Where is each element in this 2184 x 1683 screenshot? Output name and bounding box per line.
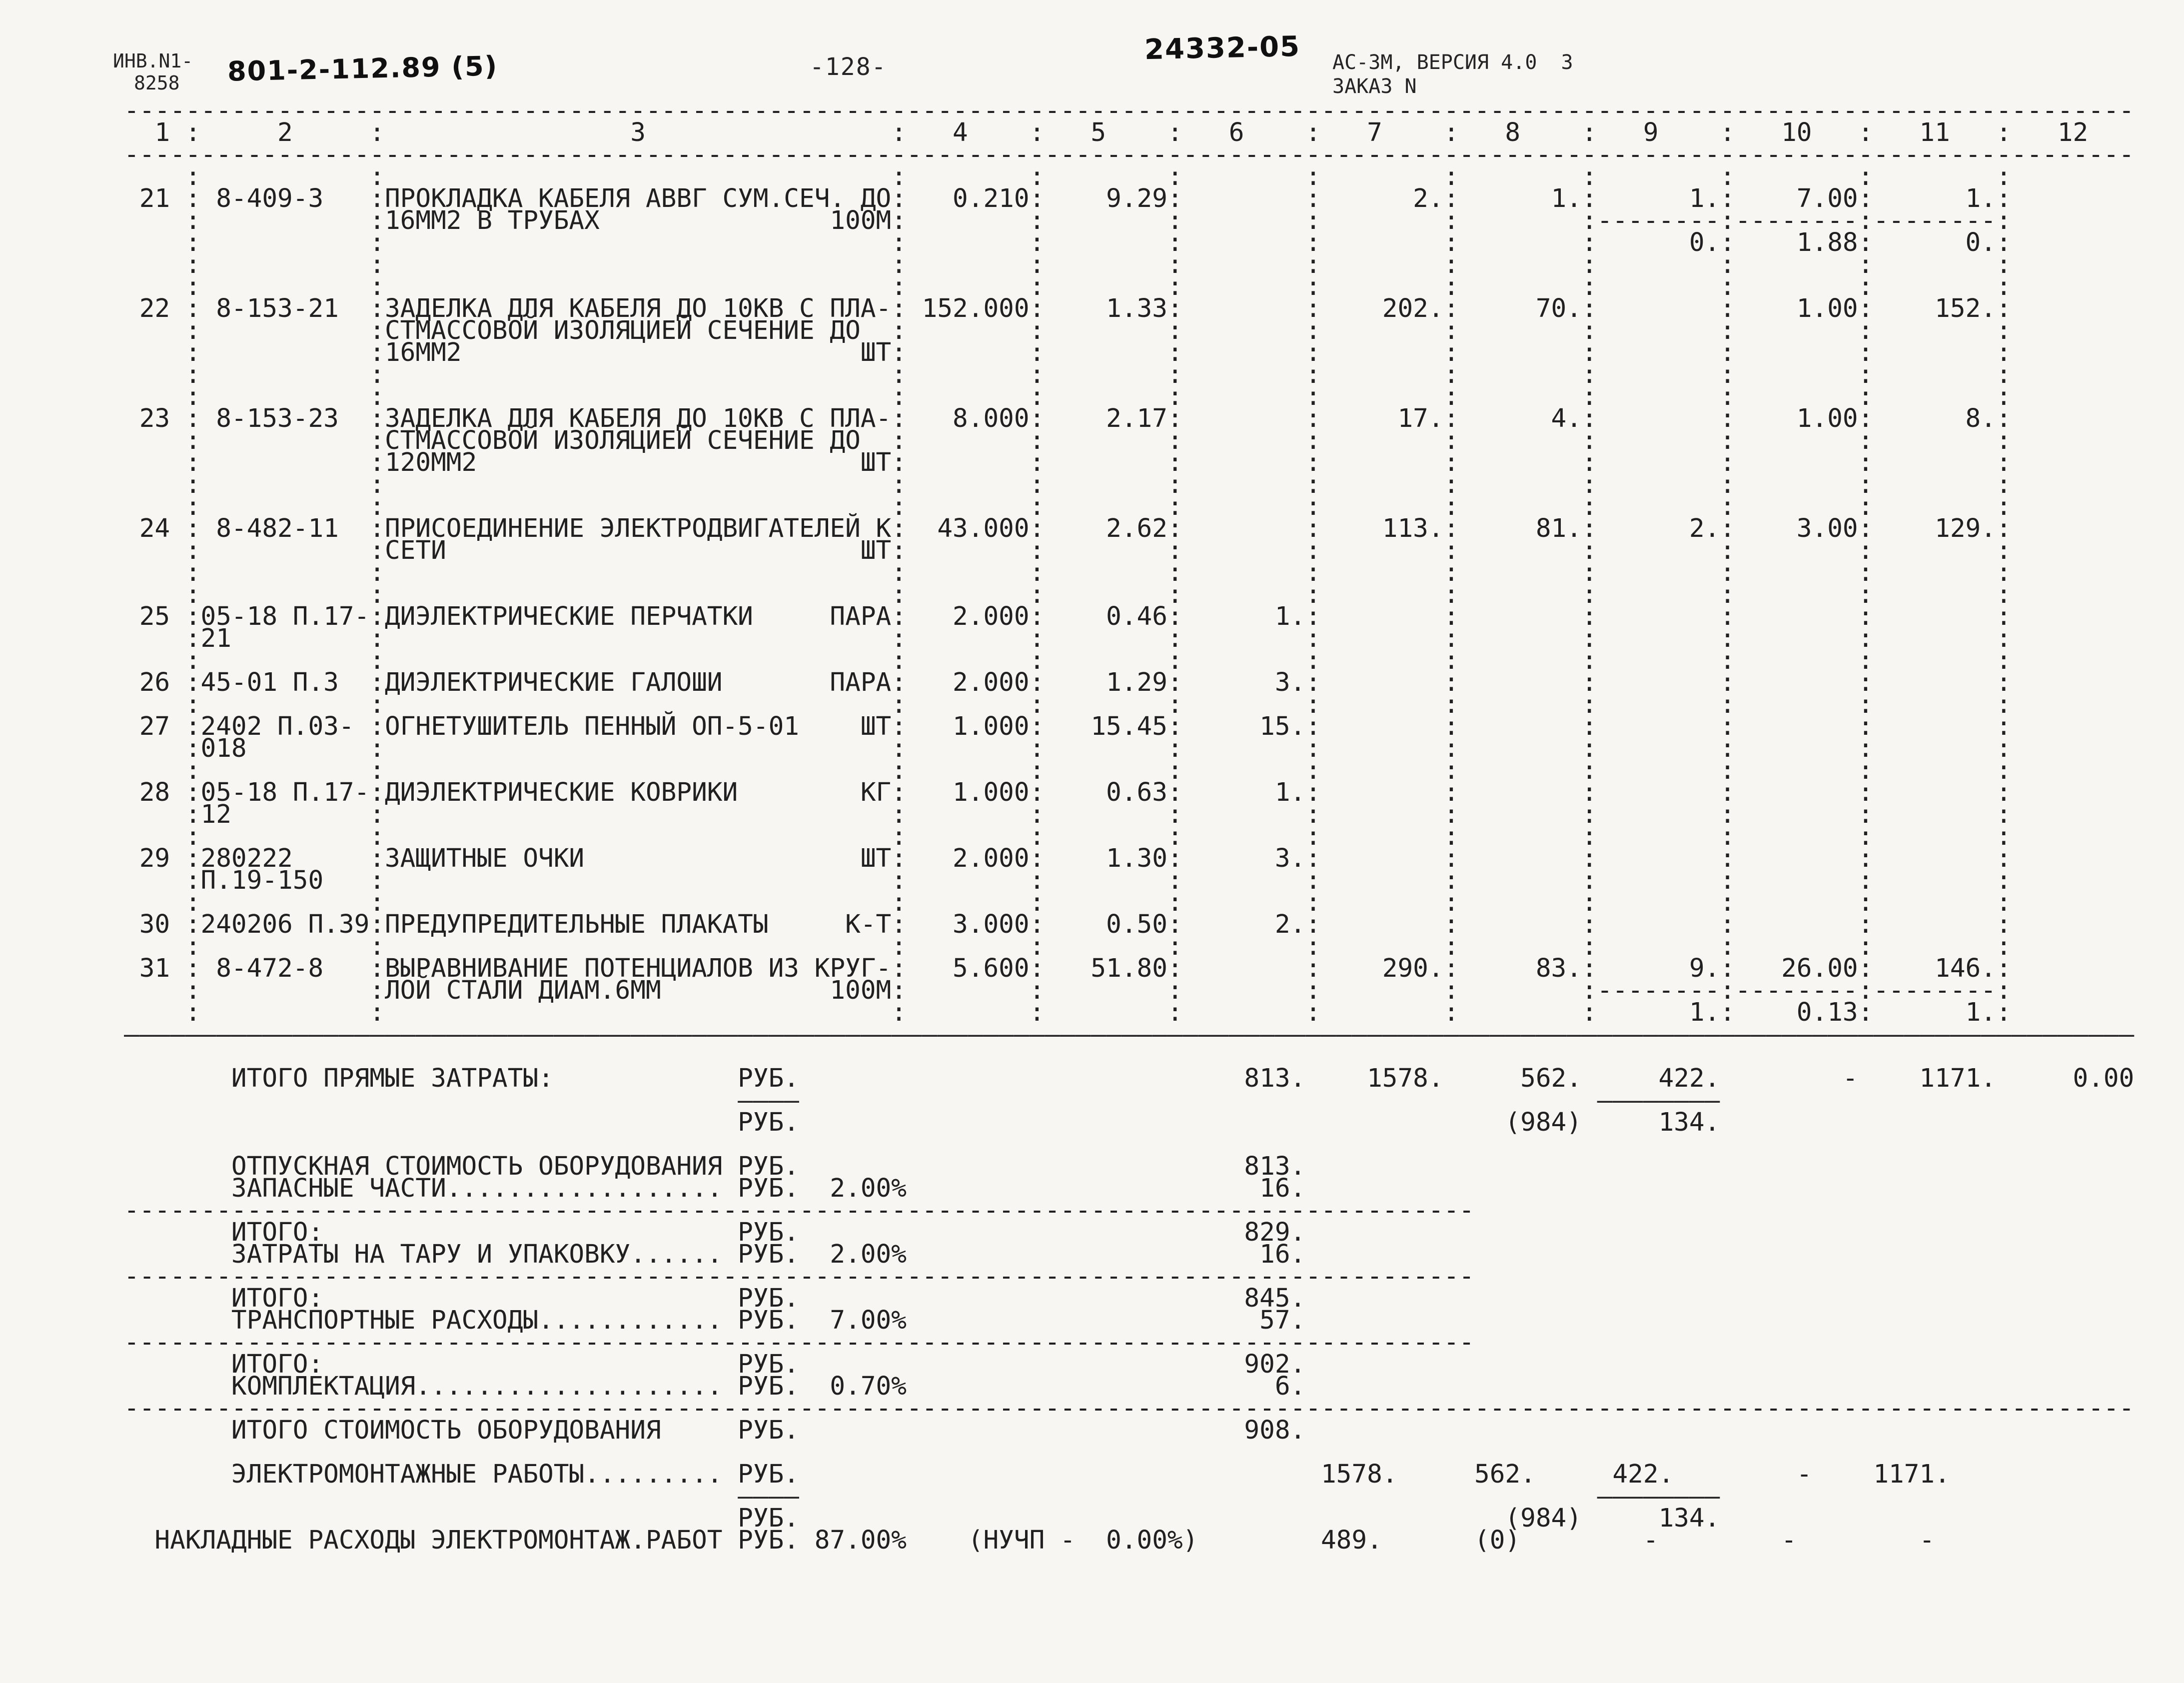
doc-line: : : : : : : : : : : :	[124, 492, 2012, 521]
doc-line: : : : : : : : : : : :	[124, 558, 2012, 587]
inventory-number: 8258	[134, 72, 180, 94]
doc-line: : : : : : : : : 1.: 0.13: 1.:	[124, 998, 2012, 1027]
doc-line: : : : : : : : : : : :	[124, 382, 2012, 411]
doc-line: 21 : 8-409-3 :ПРОКЛАДКА КАБЕЛЯ АВВГ СУМ.…	[124, 184, 2012, 213]
doc-line: ИТОГО СТОИМОСТЬ ОБОРУДОВАНИЯ РУБ. 908.	[124, 1416, 1306, 1445]
doc-line: :12 : : : : : : : : : :	[124, 800, 2012, 829]
doc-line: : : : : : : : : : : :	[124, 250, 2012, 279]
doc-line: 25 :05-18 П.17-:ДИЭЛЕКТРИЧЕСКИЕ ПЕРЧАТКИ…	[124, 602, 2012, 631]
doc-line: : : : : : : : : : : :	[124, 822, 2012, 851]
doc-line: ИТОГО: РУБ. 829.	[124, 1218, 1306, 1247]
doc-line: : : : : : : : : : : :	[124, 360, 2012, 389]
doc-line: ———— ————————	[124, 1482, 1720, 1511]
doc-line: : :ЛОЙ СТАЛИ ДИАМ.6ММ 100М: : : : : :---…	[124, 976, 2012, 1005]
doc-line: :21 : : : : : : : : : :	[124, 624, 2012, 653]
doc-line: РУБ. (984) 134.	[124, 1504, 1720, 1533]
doc-line: : : : : : : : : : : :	[124, 690, 2012, 719]
doc-line: ----------------------------------------…	[124, 1196, 1475, 1225]
doc-line: : : : : : : : : : : :	[124, 756, 2012, 785]
doc-line: ----------------------------------------…	[124, 96, 2135, 125]
doc-line: : :СЕТИ ШТ: : : : : : : : :	[124, 536, 2012, 565]
doc-line: : : : : : : : : : : :	[124, 646, 2012, 675]
doc-line: 27 :2402 П.03- :ОГНЕТУШИТЕЛЬ ПЕННЫЙ ОП-5…	[124, 712, 2012, 741]
doc-line: : :СТМАССОВОЙ ИЗОЛЯЦИЕЙ СЕЧЕНИЕ ДО : : :…	[124, 426, 2012, 455]
doc-line: ----------------------------------------…	[124, 1262, 1475, 1291]
doc-line: ———— ————————	[124, 1086, 1720, 1115]
doc-line: : : : : : : : : : : :	[124, 162, 2012, 191]
doc-line: 31 : 8-472-8 :ВЫРАВНИВАНИЕ ПОТЕНЦИАЛОВ И…	[124, 954, 2012, 983]
inventory-label: ИНВ.N1-	[113, 50, 193, 72]
stamp-handwritten: 24332-05	[1144, 30, 1301, 66]
doc-line: : : : : : : : : : : :	[124, 888, 2012, 917]
doc-line: 24 : 8-482-11 :ПРИСОЕДИНЕНИЕ ЭЛЕКТРОДВИГ…	[124, 514, 2012, 543]
doc-line: ----------------------------------------…	[124, 140, 2135, 169]
doc-line: ЭЛЕКТРОМОНТАЖНЫЕ РАБОТЫ......... РУБ. 15…	[124, 1460, 1950, 1489]
doc-line: : : : : : : : : 0.: 1.88: 0.:	[124, 228, 2012, 257]
doc-line: : :120ММ2 ШТ: : : : : : : : :	[124, 448, 2012, 477]
doc-line: ————————————————————————————————————————…	[124, 1020, 2135, 1049]
doc-line: РУБ. (984) 134.	[124, 1108, 1720, 1137]
doc-line: 23 : 8-153-23 :ЗАДЕЛКА ДЛЯ КАБЕЛЯ ДО 10К…	[124, 404, 2012, 433]
doc-line: ОТПУСКНАЯ СТОИМОСТЬ ОБОРУДОВАНИЯ РУБ. 81…	[124, 1152, 1306, 1181]
doc-line: НАКЛАДНЫЕ РАСХОДЫ ЭЛЕКТРОМОНТАЖ.РАБОТ РУ…	[124, 1526, 1935, 1555]
doc-line: ИТОГО: РУБ. 845.	[124, 1284, 1306, 1313]
page-number: -128-	[810, 53, 887, 81]
doc-line: : : : : : : : : : : :	[124, 272, 2012, 301]
doc-line: 26 :45-01 П.3 :ДИЭЛЕКТРИЧЕСКИЕ ГАЛОШИ ПА…	[124, 668, 2012, 697]
doc-line: :018 : : : : : : : : : :	[124, 734, 2012, 763]
doc-line: ИТОГО ПРЯМЫЕ ЗАТРАТЫ: РУБ. 813. 1578. 56…	[124, 1064, 2135, 1093]
doc-line: ЗАТРАТЫ НА ТАРУ И УПАКОВКУ...... РУБ. 2.…	[124, 1240, 1306, 1269]
doc-line: : : : : : : : : : : :	[124, 470, 2012, 499]
order-label: ЗАКАЗ N	[1332, 75, 1417, 98]
doc-line: 1 : 2 : 3 : 4 : 5 : 6 : 7 : 8 : 9 : 10 :…	[124, 118, 2089, 147]
doc-line: ТРАНСПОРТНЫЕ РАСХОДЫ............ РУБ. 7.…	[124, 1306, 1306, 1335]
doc-line: : :16ММ2 В ТРУБАХ 100М: : : : : :-------…	[124, 206, 2012, 235]
doc-line: ----------------------------------------…	[124, 1328, 1475, 1357]
doc-line: : :СТМАССОВОЙ ИЗОЛЯЦИЕЙ СЕЧЕНИЕ ДО : : :…	[124, 316, 2012, 345]
system-version: АС-3М, ВЕРСИЯ 4.0 3	[1332, 51, 1573, 74]
doc-line: КОМПЛЕКТАЦИЯ.................... РУБ. 0.…	[124, 1372, 1306, 1401]
doc-line: ----------------------------------------…	[124, 1394, 2135, 1423]
doc-line: : :16ММ2 ШТ: : : : : : : : :	[124, 338, 2012, 367]
doc-line: 28 :05-18 П.17-:ДИЭЛЕКТРИЧЕСКИЕ КОВРИКИ …	[124, 778, 2012, 807]
doc-line: ЗАПАСНЫЕ ЧАСТИ.................. РУБ. 2.…	[124, 1174, 1306, 1203]
doc-line: 22 : 8-153-21 :ЗАДЕЛКА ДЛЯ КАБЕЛЯ ДО 10К…	[124, 294, 2012, 323]
doc-line: : : : : : : : : : : :	[124, 932, 2012, 961]
doc-line: 30 :240206 П.39:ПРЕДУПРЕДИТЕЛЬНЫЕ ПЛАКАТ…	[124, 910, 2012, 939]
doc-line: 29 :280222 :ЗАЩИТНЫЕ ОЧКИ ШТ: 2.000: 1.3…	[124, 844, 2012, 873]
document-code-handwritten: 801-2-112.89 (5)	[227, 50, 498, 87]
doc-line: ИТОГО: РУБ. 902.	[124, 1350, 1306, 1379]
doc-line: : : : : : : : : : : :	[124, 580, 2012, 609]
document-lines: ----------------------------------------…	[124, 96, 2135, 1555]
doc-line: :П.19-150 : : : : : : : : : :	[124, 866, 2012, 895]
